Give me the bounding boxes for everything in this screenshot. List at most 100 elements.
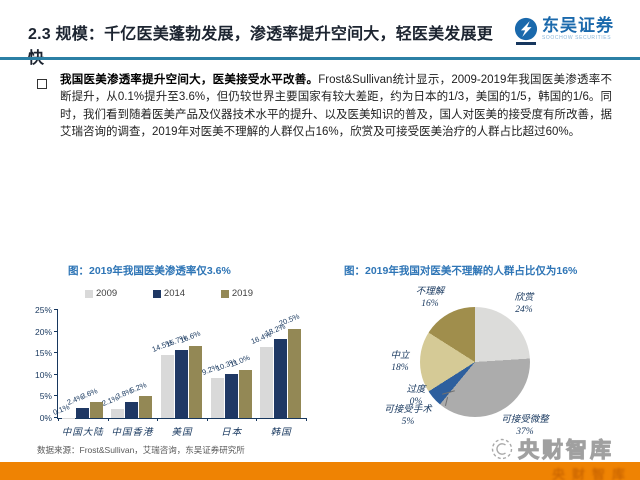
y-axis-tick-mark (54, 417, 58, 418)
header-divider (0, 57, 640, 60)
bar-slot-2009-4: 16.4% (250, 310, 274, 418)
bar-2014-中国香港 (125, 401, 139, 418)
bar-2014-韩国 (274, 339, 288, 418)
bar-chart-legend: 2009 2014 2019 (85, 288, 253, 299)
pie-label-neutral: 中立 18% (390, 351, 410, 373)
legend-item-2009: 2009 (85, 288, 117, 299)
x-axis-tick-mark (256, 418, 258, 421)
bar-2014-美国 (174, 350, 188, 418)
pie-label-accept-surgery: 可接受手术 5% (384, 405, 432, 427)
soochow-logo-icon-svg (514, 17, 538, 41)
brand-name: 东吴证券 (542, 16, 614, 35)
bar-category-label: 日本 (221, 428, 243, 438)
bar-slot-2009-1: 2.1% (101, 310, 125, 418)
footer-bar-watermark: 央财智库 (551, 467, 632, 480)
bar-slot-2014-4: 18.2% (264, 310, 288, 418)
legend-label-2009: 2009 (96, 288, 118, 299)
y-axis-tick-label: 20% (34, 326, 52, 337)
bullet-square-icon (37, 79, 47, 89)
bar-2009-美国 (160, 355, 174, 418)
y-axis-tick-label: 15% (34, 348, 52, 359)
bar-chart-title: 图：2019年我国医美渗透率仅3.6% (68, 265, 231, 277)
bar-chart: 图：2019年我国医美渗透率仅3.6% 2009 2014 2019 0% 5% 10%… (0, 255, 330, 455)
bar-slot-2019-2: 16.6% (179, 310, 203, 418)
brand-logo: 东吴证券 SOOCHOW SECURITIES (514, 17, 614, 45)
bar-slot-2019-1: 5.2% (129, 310, 153, 418)
bar-group-1: 2.1% 3.8% 5.2% 中国香港 (101, 310, 153, 438)
x-axis-tick-mark (107, 418, 109, 421)
y-axis-tick-label: 10% (34, 369, 52, 380)
y-axis-tick-label: 0% (39, 413, 52, 423)
y-axis-tick-mark (54, 352, 58, 354)
watermark: 央财智库 (490, 434, 614, 464)
footer-orange-bar: 央财智库 (0, 462, 640, 480)
bar-2019-中国香港 (139, 395, 153, 418)
pie-label-appreciate: 欣赏 24% (514, 293, 534, 315)
bar-slot-2014-1: 3.8% (115, 310, 139, 418)
legend-label-2019: 2019 (231, 288, 253, 299)
legend-item-2014: 2014 (152, 288, 186, 299)
legend-swatch-2009 (85, 289, 93, 298)
x-axis-tick-mark (58, 418, 59, 421)
pie-label-accept-minor: 可接受微整 37% (501, 415, 549, 437)
bar-slot-2009-0: 0.1% (51, 310, 76, 418)
bar-slot-2014-0: 2.4% (65, 310, 90, 418)
bar-group-4: 16.4% 18.2% 20.5% 韩国 (250, 310, 302, 438)
brand-subtitle: SOOCHOW SECURITIES (542, 35, 612, 41)
bar-slot-2014-2: 15.7% (165, 310, 189, 418)
bar-2019-韩国 (288, 329, 302, 418)
brand-text: 东吴证券 SOOCHOW SECURITIES (542, 16, 614, 42)
bar-2019-美国 (188, 346, 202, 418)
pie-graphic (420, 307, 530, 417)
y-axis-tick-mark (54, 373, 58, 375)
x-axis-tick-mark (206, 418, 208, 421)
bar-slot-2019-4: 20.5% (278, 310, 302, 418)
watermark-logo-icon (491, 438, 513, 460)
bar-slot-2014-3: 10.3% (214, 310, 239, 418)
x-axis-tick-mark (306, 418, 307, 421)
bar-chart-y-axis: 0% 5% 10% 15% 20% 25% (18, 305, 52, 423)
bar-category-label: 美国 (171, 428, 193, 438)
pie-label-excessive: 过度 0% (406, 385, 426, 407)
body-lead: 我国医美渗透率提升空间大，医美接受水平改善。 (60, 74, 319, 86)
page-title: 2.3 规模：千亿医美蓬勃发展，渗透率提升空间大，轻医美发展更快 (28, 26, 493, 67)
bar-2014-日本 (224, 373, 238, 418)
bar-category-label: 韩国 (270, 428, 292, 438)
brand-strip (516, 42, 536, 45)
bar-group-0: 0.1% 2.4% 3.6% 中国大陆 (51, 310, 104, 438)
legend-swatch-2019 (220, 289, 229, 298)
bar-category-label: 中国香港 (111, 428, 154, 438)
y-axis-tick-label: 5% (39, 391, 52, 402)
bar-2019-中国大陆 (89, 402, 103, 418)
data-source-note: 数据来源：Frost&Sullivan，艾瑞咨询，东吴证券研究所 (37, 445, 245, 455)
y-axis-tick-mark (54, 330, 58, 332)
y-axis-tick-mark (54, 309, 58, 310)
bar-chart-plot: 0.1% 2.4% 3.6% 中国大陆 2.1% 3.8% 5.2% 中国香港 14.5% 15.… (51, 309, 307, 438)
bar-slot-2009-3: 9.2% (200, 310, 225, 418)
legend-swatch-2014 (152, 289, 161, 298)
x-axis-tick-mark (157, 418, 159, 421)
bar-slot-2019-0: 3.6% (79, 310, 104, 418)
bar-group-3: 9.2% 10.3% 11.0% 日本 (200, 310, 253, 438)
pie-label-not-understand: 不理解 16% (415, 287, 445, 309)
bar-2009-中国香港 (111, 408, 125, 418)
body-paragraph: 我国医美渗透率提升空间大，医美接受水平改善。Frost&Sullivan统计显示… (60, 72, 612, 142)
pie-chart-title: 图：2019年我国对医美不理解的人群占比仅为16% (344, 265, 578, 277)
bar-slot-2009-2: 14.5% (151, 310, 175, 418)
bar-2019-日本 (238, 370, 252, 418)
y-axis-tick-label: 25% (34, 305, 52, 315)
legend-item-2019: 2019 (220, 288, 253, 299)
legend-label-2014: 2014 (163, 288, 186, 299)
bar-group-2: 14.5% 15.7% 16.6% 美国 (151, 310, 203, 438)
soochow-logo-icon (514, 17, 538, 45)
watermark-text: 央财智库 (518, 439, 614, 463)
bar-category-label: 中国大陆 (61, 428, 104, 438)
y-axis-tick-mark (54, 395, 58, 397)
pie-chart: 图：2019年我国对医美不理解的人群占比仅为16% 欣赏 24% 可接受微整 37%… (330, 255, 640, 455)
bar-slot-2019-3: 11.0% (228, 310, 253, 418)
body-rest: Frost&Sullivan统计显示，2009-2019年我国医美渗透率不断提升… (60, 74, 612, 139)
bar-2009-日本 (210, 378, 224, 418)
bar-2014-中国大陆 (75, 407, 89, 418)
bar-2009-韩国 (260, 347, 274, 418)
